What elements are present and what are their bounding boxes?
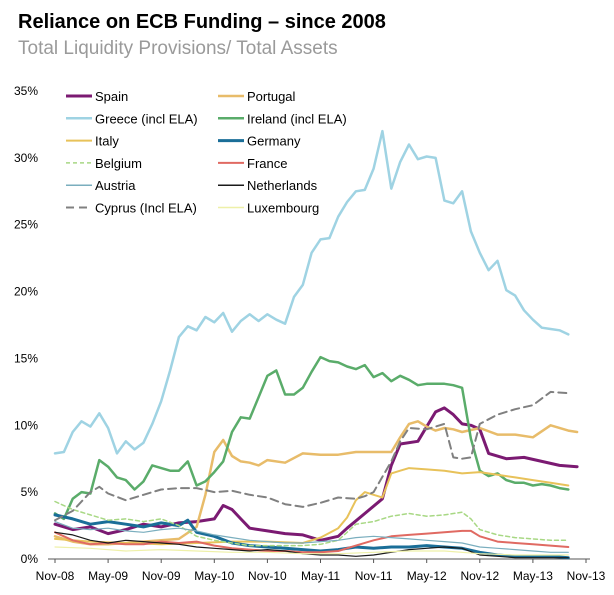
x-tick-label: May-11 <box>301 569 340 583</box>
x-tick-label: May-12 <box>407 569 447 583</box>
series-line-italy <box>54 467 570 546</box>
y-tick-label: 0% <box>21 552 39 566</box>
legend-label: Spain <box>95 89 128 104</box>
series-line-luxembourg <box>54 546 569 556</box>
x-tick-label: May-09 <box>88 569 128 583</box>
x-tick-label: Nov-13 <box>567 569 606 583</box>
legend: Spain Portugal Greece (incl ELA) Ireland (i… <box>66 89 347 216</box>
y-tick-label: 5% <box>21 485 39 499</box>
y-tick-label: 10% <box>14 418 38 432</box>
x-tick-label: Nov-09 <box>142 569 181 583</box>
legend-label: Luxembourg <box>247 201 319 216</box>
series-line-france <box>54 529 570 554</box>
legend-label: Ireland (incl ELA) <box>247 111 347 126</box>
chart-title: Reliance on ECB Funding – since 2008 <box>18 11 386 33</box>
legend-label: Netherlands <box>247 178 318 193</box>
series-lines <box>53 129 579 560</box>
legend-label: Greece (incl ELA) <box>95 111 198 126</box>
y-tick-label: 30% <box>14 151 38 165</box>
x-axis-ticks: Nov-08 May-09 Nov-09 May-10 Nov-10 May-11 Nov-… <box>36 559 606 583</box>
y-axis-ticks: 0% 5% 10% 15% 20% 25% 30% 35% <box>14 84 38 566</box>
series-line-ireland-incl-ela <box>53 355 570 521</box>
series-line-austria <box>54 521 569 553</box>
y-tick-label: 20% <box>14 285 38 299</box>
series-line-germany <box>53 513 570 560</box>
legend-label: Cyprus (Incl ELA) <box>95 201 197 216</box>
chart-subtitle: Total Liquidity Provisions/ Total Assets <box>18 38 338 59</box>
x-tick-label: Nov-12 <box>460 569 499 583</box>
x-tick-label: Nov-08 <box>36 569 75 583</box>
legend-label: France <box>247 156 287 171</box>
x-tick-label: May-13 <box>513 569 553 583</box>
x-tick-label: May-10 <box>194 569 234 583</box>
legend-label: Belgium <box>95 156 142 171</box>
series-line-netherlands <box>54 531 569 559</box>
series-line-greece-incl-ela <box>53 129 570 455</box>
y-tick-label: 35% <box>14 84 38 98</box>
legend-label: Austria <box>95 178 136 193</box>
series-line-portugal <box>53 420 579 546</box>
x-tick-label: Nov-11 <box>355 569 393 583</box>
legend-label: Portugal <box>247 89 296 104</box>
series-line-belgium <box>54 500 570 547</box>
x-tick-label: Nov-10 <box>248 569 287 583</box>
y-tick-label: 15% <box>14 351 38 365</box>
legend-label: Italy <box>95 134 119 149</box>
y-tick-label: 25% <box>14 218 38 232</box>
legend-label: Germany <box>247 134 301 149</box>
series-line-cyprus-incl-ela <box>54 390 570 522</box>
